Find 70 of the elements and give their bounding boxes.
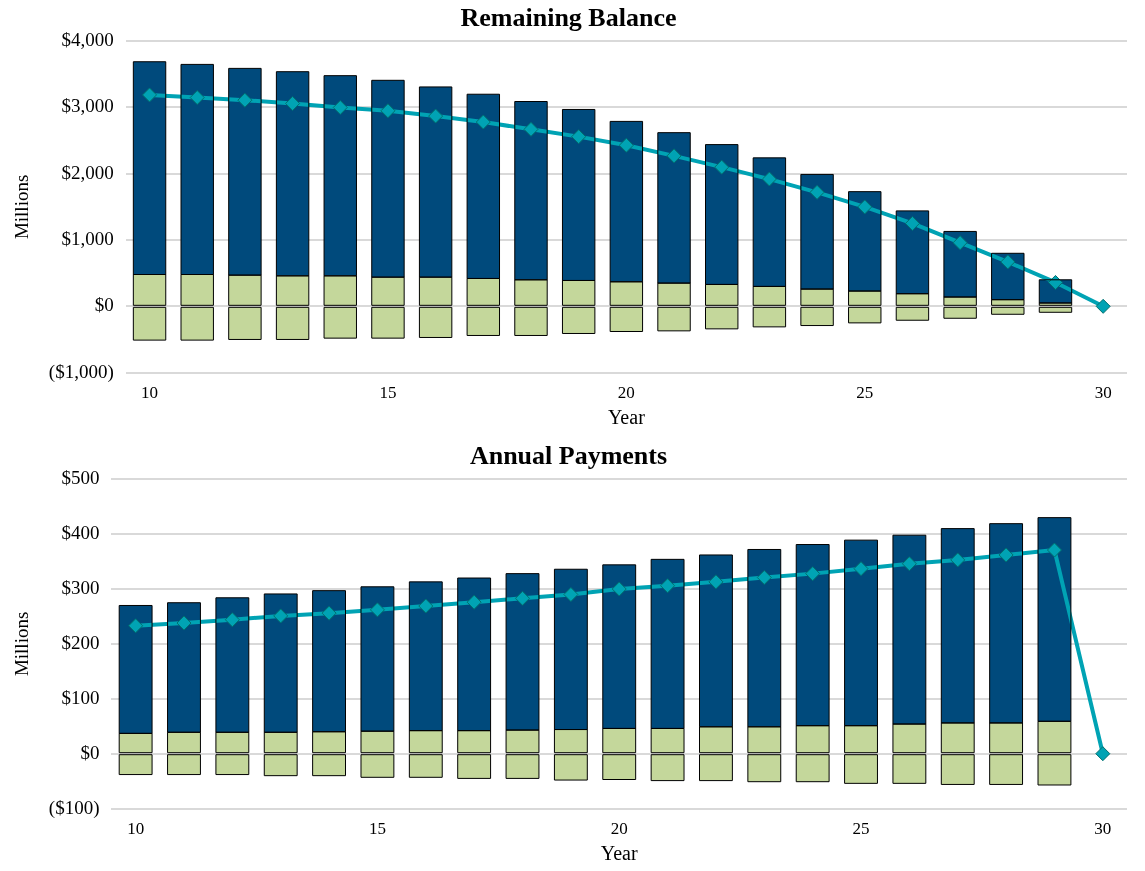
point (950, 552, 966, 568)
y-tick-label: $100 (61, 686, 100, 708)
point (708, 574, 724, 590)
x-axis-title: Year (600, 842, 638, 865)
point (1046, 542, 1062, 558)
point (369, 602, 385, 618)
y-tick-label: $300 (61, 576, 100, 598)
point (904, 215, 920, 231)
point (380, 103, 396, 119)
chart-title: Annual Payments (469, 441, 668, 471)
y-tick-label: ($100) (48, 796, 100, 819)
point (273, 608, 289, 624)
point (660, 578, 676, 594)
y-axis-title: Millions (11, 611, 33, 677)
x-tick-label: 15 (368, 819, 386, 839)
point (515, 590, 531, 606)
y-tick-label: $0 (94, 294, 114, 316)
x-tick-label: 10 (141, 383, 159, 403)
y-tick-label: $400 (61, 522, 100, 544)
point (756, 569, 772, 585)
x-tick-label: 20 (617, 383, 635, 403)
point (466, 594, 482, 610)
point (1095, 298, 1111, 314)
point (285, 96, 301, 111)
x-tick-label: 10 (127, 819, 145, 839)
point (952, 235, 968, 251)
point (428, 108, 444, 124)
point (475, 114, 491, 130)
x-axis-title: Year (607, 406, 646, 429)
x-tick-label: 30 (1094, 819, 1112, 839)
point (666, 148, 682, 164)
chart-title: Remaining Balance (460, 3, 677, 33)
point (611, 581, 627, 597)
x-tick-label: 30 (1094, 383, 1112, 403)
point (563, 586, 579, 602)
y-tick-label: ($1,000) (48, 360, 114, 383)
y-tick-label: $1,000 (61, 228, 114, 250)
point (332, 99, 348, 115)
point (1095, 746, 1111, 762)
x-tick-label: 20 (610, 819, 628, 839)
y-axis-title: Millions (11, 174, 33, 240)
point (128, 618, 144, 634)
x-tick-label: 25 (852, 819, 870, 839)
point (998, 547, 1014, 563)
point (237, 92, 253, 108)
y-tick-label: $0 (80, 741, 100, 763)
point (418, 598, 434, 614)
point (901, 556, 917, 572)
point (523, 121, 539, 137)
y-tick-label: $500 (61, 467, 100, 489)
x-tick-label: 25 (856, 383, 874, 403)
y-tick-label: $2,000 (61, 161, 114, 183)
point (1000, 254, 1016, 270)
point (857, 199, 873, 215)
x-tick-label: 15 (379, 383, 397, 403)
y-tick-label: $4,000 (61, 29, 114, 51)
point (571, 129, 587, 145)
point (176, 615, 192, 631)
point (809, 184, 825, 200)
point (142, 87, 158, 103)
point (761, 171, 777, 187)
point (618, 137, 634, 153)
point (714, 159, 730, 175)
point (189, 90, 205, 106)
point (805, 566, 821, 582)
y-tick-label: $3,000 (61, 95, 114, 117)
y-tick-label: $200 (61, 631, 100, 653)
point (224, 612, 240, 628)
point (321, 605, 337, 621)
point (853, 561, 869, 577)
